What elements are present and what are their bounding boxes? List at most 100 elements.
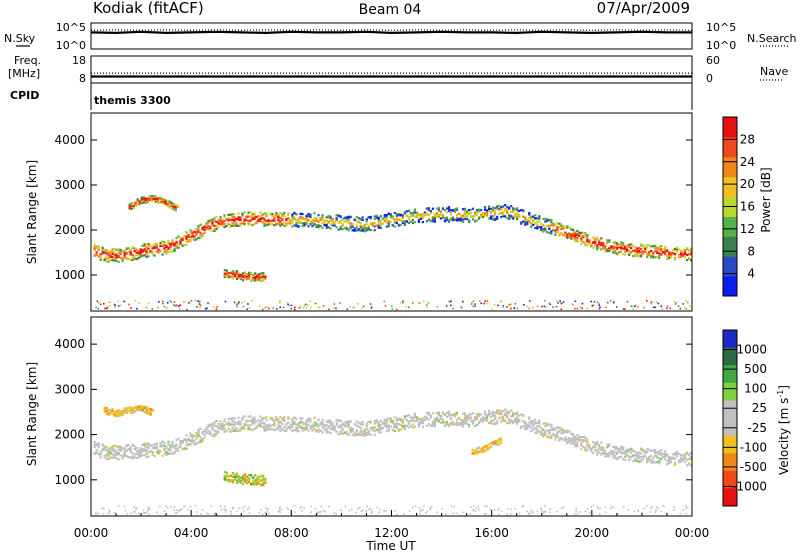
velocity-cell — [105, 453, 108, 456]
velocity-cell — [263, 425, 266, 428]
velocity-cell — [243, 505, 246, 508]
power-cell — [441, 207, 445, 211]
velocity-cell — [397, 428, 400, 431]
power-cell — [646, 252, 649, 255]
velocity-cell — [578, 435, 581, 438]
power-cell — [339, 302, 341, 304]
velocity-cell — [123, 411, 126, 414]
power-cell — [223, 226, 226, 229]
velocity-cell — [576, 441, 579, 444]
velocity-cell — [668, 462, 671, 465]
velocity-cell — [370, 512, 373, 514]
velocity-cell — [259, 422, 262, 425]
velocity-cell — [125, 449, 128, 452]
power-cell — [327, 221, 330, 225]
power-cell — [650, 303, 652, 305]
velocity-cell — [225, 429, 228, 433]
velocity-cell — [203, 430, 206, 433]
power-cell — [538, 220, 541, 223]
power-cell — [227, 272, 230, 275]
power-cell — [628, 251, 631, 254]
velocity-cell — [403, 428, 406, 431]
velocity-cell — [684, 457, 687, 460]
power-cell — [618, 250, 621, 254]
power-cell — [650, 245, 653, 248]
velocity-cell — [642, 455, 645, 458]
power-cell — [584, 235, 587, 238]
power-cell — [197, 300, 199, 302]
power-cell — [313, 217, 316, 220]
velocity-cell — [309, 420, 312, 423]
velocity-cell — [529, 512, 531, 515]
power-cell — [471, 301, 474, 303]
velocity-cell — [652, 449, 655, 452]
velocity-cell — [256, 483, 259, 486]
power-cell — [241, 302, 243, 304]
power-cell — [189, 239, 192, 242]
power-cell — [341, 228, 344, 231]
freq-left-unit: [MHz] — [8, 67, 40, 80]
power-cell — [560, 308, 563, 311]
velocity-cell — [582, 446, 585, 449]
velocity-cell — [181, 440, 184, 443]
power-cell — [343, 227, 346, 230]
power-cell — [484, 300, 486, 303]
power-cell — [136, 198, 139, 201]
power-cell — [377, 217, 380, 220]
velocity-cell — [575, 510, 577, 513]
velocity-cell — [646, 459, 649, 462]
velocity-cell — [584, 437, 587, 440]
power-cell — [97, 255, 100, 258]
velocity-cell — [339, 426, 342, 429]
power-cell — [143, 254, 146, 257]
velocity-cell — [498, 507, 500, 510]
velocity-cell — [237, 422, 240, 425]
power-cell — [147, 255, 150, 258]
power-cell — [237, 275, 241, 278]
velocity-cell — [259, 415, 262, 418]
velocity-cell — [233, 420, 236, 423]
velocity-cell — [622, 447, 625, 450]
velocity-cell — [616, 446, 619, 449]
velocity-cell — [185, 447, 188, 450]
velocity-cell — [387, 429, 390, 432]
velocity-cell — [217, 430, 220, 434]
power-cell — [670, 256, 673, 259]
velocity-cell — [243, 423, 246, 426]
power-cell — [132, 205, 135, 208]
colorbar-segment — [723, 453, 737, 472]
power-cell — [249, 211, 252, 214]
power-cell — [269, 213, 272, 216]
velocity-cell — [662, 504, 664, 507]
velocity-cell — [690, 458, 693, 461]
power-cell — [299, 221, 302, 224]
velocity-cell — [283, 426, 286, 429]
velocity-cell — [499, 441, 502, 444]
power-cell — [650, 254, 653, 257]
velocity-cell — [512, 422, 515, 425]
power-cell — [369, 215, 372, 219]
power-cell — [111, 259, 114, 262]
power-cell — [593, 301, 596, 303]
velocity-cell — [494, 411, 497, 414]
velocity-cell — [169, 449, 172, 452]
power-cell — [257, 215, 260, 218]
power-cell — [417, 217, 420, 220]
velocity-cell — [236, 510, 238, 513]
velocity-cell — [227, 424, 230, 427]
power-cell — [107, 257, 110, 260]
velocity-cell — [383, 422, 386, 425]
velocity-cell — [355, 511, 357, 514]
velocity-cell — [225, 473, 228, 476]
power-cell — [644, 245, 647, 249]
power-cell — [604, 247, 607, 250]
power-cell — [183, 235, 186, 238]
velocity-cell — [167, 449, 170, 452]
velocity-cell — [264, 477, 267, 480]
power-cell — [413, 215, 416, 218]
power-cell — [307, 215, 310, 218]
power-cell — [401, 214, 404, 217]
velocity-cell — [614, 457, 617, 460]
power-cell — [628, 253, 631, 256]
freq-left-label: Freq. — [14, 54, 41, 67]
